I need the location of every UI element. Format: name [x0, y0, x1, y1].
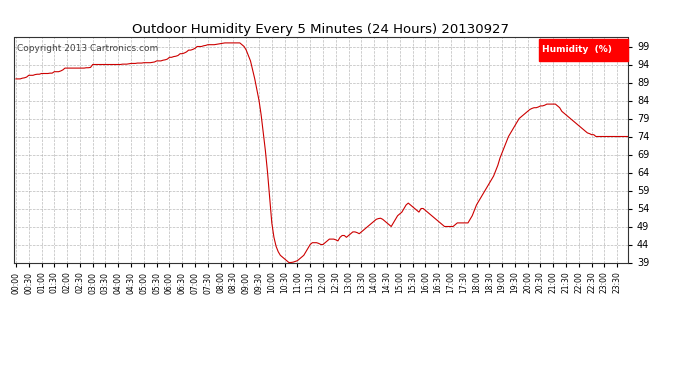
Text: Humidity  (%): Humidity (%) — [542, 45, 612, 54]
Bar — [539, 39, 628, 61]
Text: Copyright 2013 Cartronics.com: Copyright 2013 Cartronics.com — [17, 44, 158, 53]
Title: Outdoor Humidity Every 5 Minutes (24 Hours) 20130927: Outdoor Humidity Every 5 Minutes (24 Hou… — [132, 23, 509, 36]
